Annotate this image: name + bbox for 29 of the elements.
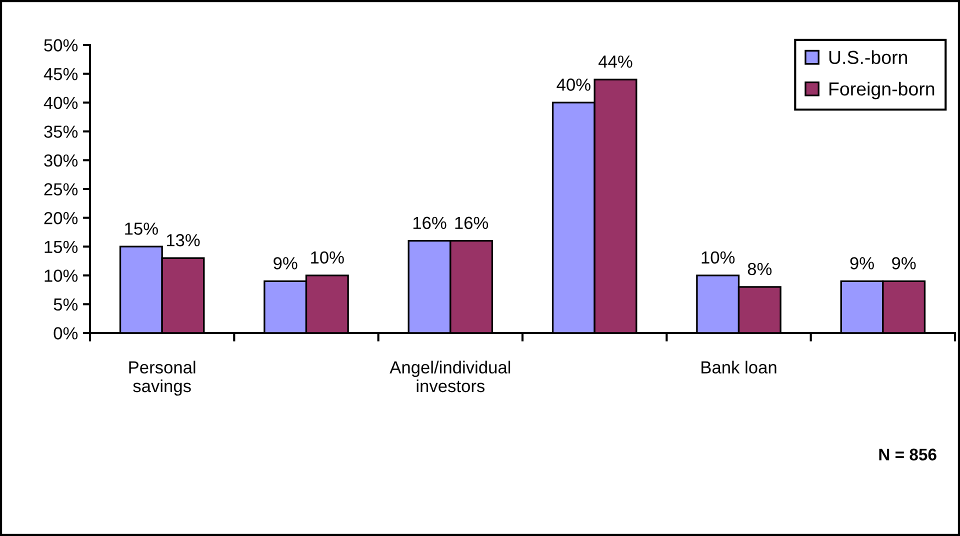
y-tick-label: 35% xyxy=(44,126,78,138)
x-tick-label: Angel/individual investors xyxy=(390,360,510,392)
y-tick-label: 30% xyxy=(44,154,78,167)
text: N = 856 xyxy=(879,448,936,460)
legend-label: U.S.-born xyxy=(829,50,907,64)
y-tick-label: 20% xyxy=(44,212,78,224)
data-label: 44% xyxy=(598,56,632,68)
data-label: 9% xyxy=(892,257,916,270)
y-tick-label: 5% xyxy=(54,298,78,311)
y-tick-label: 45% xyxy=(44,68,78,80)
data-label: 9% xyxy=(274,257,298,270)
y-tick-label: 40% xyxy=(44,96,78,110)
data-label: 13% xyxy=(166,234,200,246)
data-label: 9% xyxy=(850,257,874,270)
x-tick-label: Bank loan xyxy=(702,360,776,374)
y-tick-label: 10% xyxy=(44,270,78,282)
data-label: 40% xyxy=(556,78,590,91)
data-label: 8% xyxy=(748,262,772,276)
data-label: 16% xyxy=(413,216,446,230)
data-label: 15% xyxy=(125,222,158,235)
x-tick-label: Personal savings xyxy=(129,360,196,396)
data-label: 10% xyxy=(702,251,735,264)
y-tick-label: 25% xyxy=(44,183,78,196)
y-tick-label: 50% xyxy=(44,39,78,52)
data-label: 16% xyxy=(455,216,488,230)
y-tick-label: 0% xyxy=(54,327,78,340)
y-tick-label: 15% xyxy=(44,240,78,254)
data-label: 10% xyxy=(311,251,344,264)
legend-label: Foreign-born xyxy=(830,82,934,100)
